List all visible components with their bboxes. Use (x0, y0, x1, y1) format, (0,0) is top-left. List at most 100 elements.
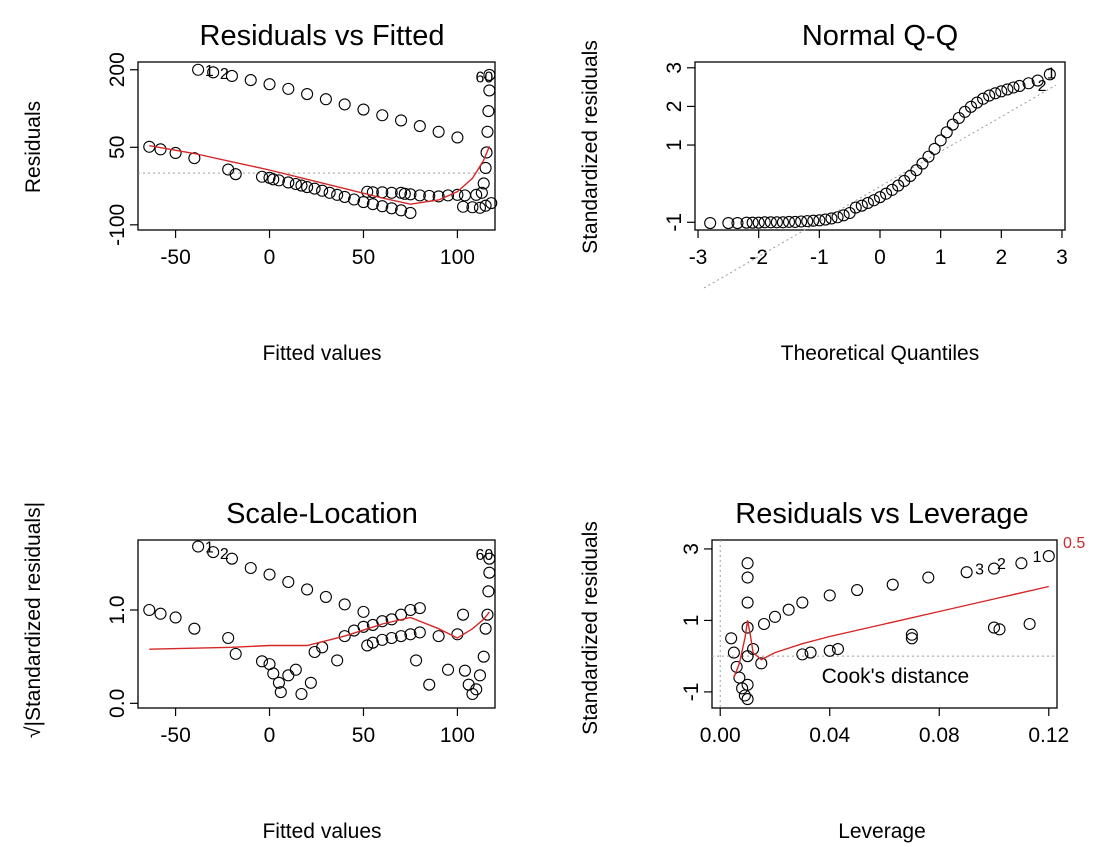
point-label: 2 (220, 546, 229, 563)
data-point (1007, 81, 1020, 94)
data-point (457, 200, 470, 213)
data-point (366, 636, 379, 649)
data-point (263, 568, 276, 581)
data-point (331, 188, 344, 201)
x-tick-label: -50 (160, 724, 190, 747)
data-point (482, 105, 495, 118)
data-point (282, 575, 295, 589)
x-tick-label: 0.04 (809, 724, 850, 747)
data-point (1043, 68, 1056, 81)
data-point (143, 603, 156, 617)
data-point (1023, 617, 1036, 631)
data-point (398, 187, 411, 200)
data-point (188, 622, 201, 635)
y-axis-label: Residuals (22, 101, 45, 193)
data-point (934, 134, 947, 147)
data-point (441, 663, 455, 676)
panel-residuals-vs-fitted: Residuals vs Fitted Fitted values Residu… (22, 20, 498, 365)
data-point (225, 552, 238, 565)
data-point (404, 206, 417, 219)
data-point (741, 596, 754, 609)
data-point (473, 669, 487, 682)
data-point (477, 650, 490, 663)
data-point (267, 667, 280, 680)
data-point (413, 189, 426, 202)
data-point (301, 583, 314, 596)
data-point (910, 164, 923, 177)
point-label: 3 (975, 562, 984, 579)
y-axis-label: Standardized residuals (579, 40, 602, 254)
data-point (413, 626, 426, 639)
data-point (725, 632, 738, 645)
data-point (796, 596, 809, 609)
y-tick-label: -1 (680, 683, 703, 702)
y-tick-label: 50 (106, 136, 129, 159)
data-point (796, 648, 809, 661)
data-point (1001, 83, 1014, 96)
y-axis-label: √|Standardized residuals| (22, 502, 45, 738)
data-point (795, 215, 808, 228)
smooth-line (149, 611, 490, 650)
data-point (432, 125, 445, 138)
x-axis-label: Leverage (838, 820, 926, 843)
data-point (470, 683, 483, 696)
data-point (395, 114, 408, 127)
data-point (192, 540, 205, 553)
data-point (789, 215, 802, 228)
data-point (740, 216, 753, 229)
point-label: 1 (205, 540, 214, 557)
data-point (801, 215, 814, 228)
y-tick-label: 2 (663, 101, 686, 113)
data-point (995, 85, 1008, 98)
data-point (1015, 557, 1028, 570)
panel-title: Residuals vs Leverage (735, 498, 1028, 530)
data-point (989, 87, 1002, 100)
y-tick-label: 200 (106, 52, 129, 87)
data-point (301, 181, 314, 194)
data-point (192, 63, 205, 76)
data-point (825, 212, 838, 225)
data-point (319, 590, 332, 603)
data-point (361, 185, 374, 198)
data-point (1031, 74, 1044, 87)
data-point (272, 676, 285, 689)
data-point (746, 216, 759, 229)
data-point (470, 188, 483, 201)
data-point (395, 204, 408, 217)
data-point (741, 678, 754, 691)
data-point (385, 631, 398, 645)
data-point (764, 216, 777, 229)
data-point (922, 571, 935, 584)
x-tick-label: 50 (352, 246, 375, 269)
data-point (782, 215, 796, 228)
data-point (892, 179, 905, 192)
cooks-distance-label: Cook's distance (822, 665, 970, 688)
data-point (338, 190, 351, 203)
data-point (289, 177, 302, 191)
data-point (441, 189, 455, 202)
data-point (410, 654, 423, 667)
data-point (457, 608, 470, 621)
plot-frame (694, 61, 1066, 231)
data-point (225, 69, 238, 83)
data-point (755, 657, 768, 670)
data-point (385, 202, 398, 215)
data-point (319, 93, 332, 106)
x-tick-label: 0 (874, 246, 886, 269)
data-point (282, 669, 295, 682)
data-point (244, 74, 257, 87)
data-point (295, 687, 308, 701)
data-point (154, 143, 167, 156)
point-label: 1 (1047, 65, 1056, 82)
data-point (282, 82, 295, 95)
data-point (244, 561, 257, 575)
data-point (475, 186, 488, 199)
data-point (404, 188, 417, 201)
panel-title: Normal Q-Q (802, 20, 958, 52)
x-tick-label: 0.12 (1028, 724, 1069, 747)
data-point (272, 174, 285, 187)
y-axis-label: Standardized residuals (579, 521, 602, 735)
data-point (222, 631, 235, 645)
data-point (823, 589, 836, 602)
data-point (338, 98, 351, 111)
